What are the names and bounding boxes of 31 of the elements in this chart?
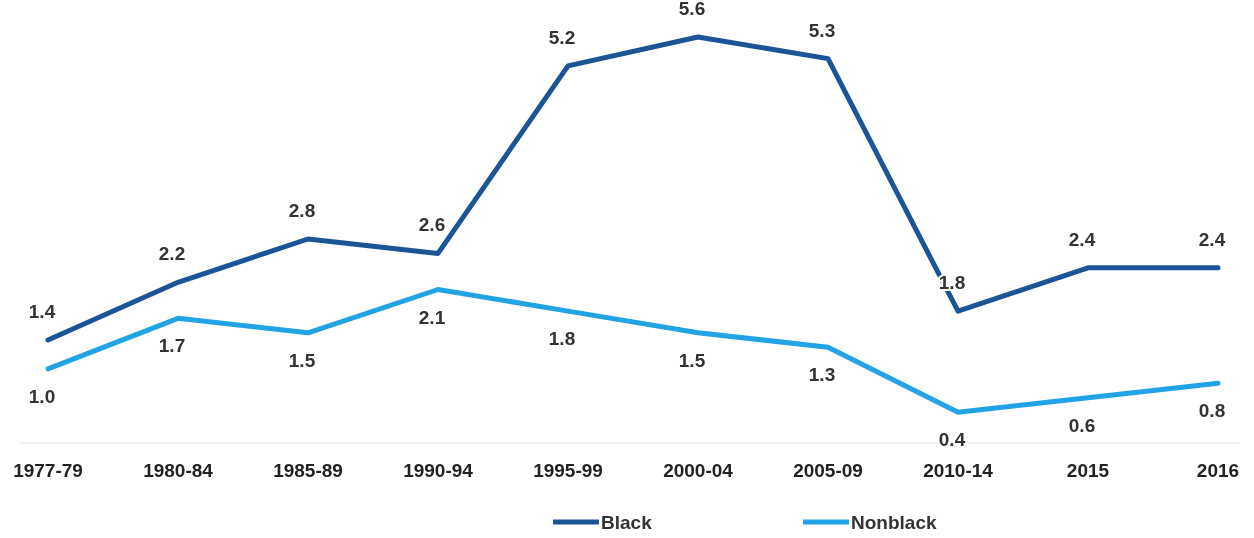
data-label: 1.8 <box>548 328 576 350</box>
data-label: 0.8 <box>1198 400 1226 422</box>
data-label: 1.0 <box>28 385 56 407</box>
x-tick-label: 1985-89 <box>273 460 343 481</box>
x-tick-label: 2015 <box>1066 460 1110 481</box>
x-tick-label: 2005-09 <box>793 460 863 481</box>
x-tick-label: 1990-94 <box>403 460 474 481</box>
data-label: 5.3 <box>808 19 836 41</box>
data-label: 2.6 <box>418 214 446 236</box>
data-label: 2.4 <box>1198 228 1226 250</box>
legend-label: Black <box>601 512 653 533</box>
x-tick-label: 1995-99 <box>533 460 603 481</box>
data-label: 2.8 <box>288 200 316 221</box>
x-tick-label: 2000-04 <box>663 460 734 481</box>
data-label: 0.6 <box>1068 414 1096 436</box>
data-label: 1.4 <box>28 301 56 322</box>
x-tick-label: 2010-14 <box>923 460 994 481</box>
data-label: 1.5 <box>678 349 706 371</box>
data-label: 5.6 <box>678 0 706 19</box>
data-label: 0.4 <box>938 429 966 451</box>
data-label: 2.1 <box>418 306 446 328</box>
x-tick-label: 2016 <box>1196 460 1240 481</box>
data-label: 1.5 <box>288 349 316 371</box>
data-label: 2.4 <box>1068 228 1096 250</box>
data-label: 5.2 <box>548 26 576 48</box>
data-label: 1.7 <box>158 335 186 357</box>
legend-label: Nonblack <box>851 512 937 533</box>
data-label: 1.3 <box>808 364 836 386</box>
x-tick-label: 1980-84 <box>143 460 214 481</box>
x-tick-label: 1977-79 <box>13 460 83 481</box>
data-label: 2.2 <box>158 243 186 265</box>
